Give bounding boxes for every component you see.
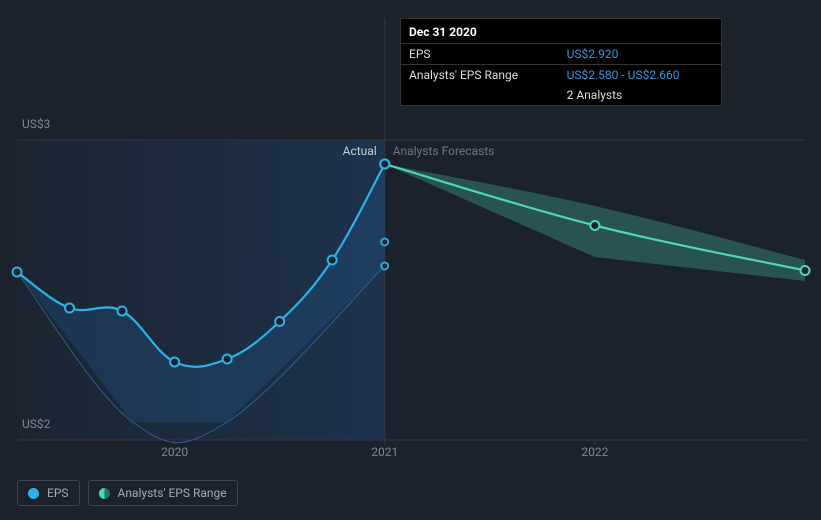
legend-label: Analysts' EPS Range xyxy=(118,486,227,500)
svg-text:US$2: US$2 xyxy=(22,417,51,431)
legend-item-range[interactable]: Analysts' EPS Range xyxy=(88,480,238,506)
tooltip-row-label: EPS xyxy=(401,44,559,65)
svg-text:2022: 2022 xyxy=(581,445,608,459)
chart-legend: EPS Analysts' EPS Range xyxy=(17,480,238,506)
svg-text:Analysts Forecasts: Analysts Forecasts xyxy=(393,144,495,158)
tooltip-date: Dec 31 2020 xyxy=(401,19,721,43)
eps-chart: US$3 US$2 2020 2021 2022 Actual Analysts Forec… xyxy=(0,0,821,520)
chart-tooltip: Dec 31 2020 EPS US$2.920 Analysts' EPS R… xyxy=(400,18,722,106)
tooltip-row-value: US$2.580 - US$2.660 xyxy=(559,65,721,86)
legend-swatch xyxy=(99,488,110,499)
tooltip-row-sub: 2 Analysts xyxy=(559,85,721,105)
legend-swatch xyxy=(28,488,39,499)
svg-text:2020: 2020 xyxy=(161,445,188,459)
svg-text:Actual: Actual xyxy=(343,144,377,158)
tooltip-row-value: US$2.920 xyxy=(559,44,721,65)
legend-item-eps[interactable]: EPS xyxy=(17,480,80,506)
svg-text:US$3: US$3 xyxy=(22,117,50,131)
svg-text:2021: 2021 xyxy=(371,445,398,459)
tooltip-row-label: Analysts' EPS Range xyxy=(401,65,559,86)
legend-label: EPS xyxy=(47,486,69,500)
tooltip-table: EPS US$2.920 Analysts' EPS Range US$2.58… xyxy=(401,43,721,105)
